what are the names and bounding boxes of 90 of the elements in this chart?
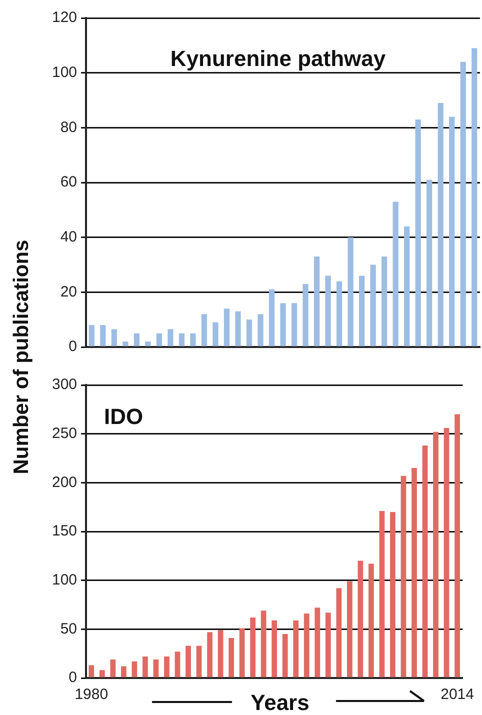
bar (314, 608, 320, 678)
bar (99, 670, 105, 678)
bar (121, 666, 126, 678)
bar (250, 617, 256, 678)
bar (260, 610, 266, 678)
bar (235, 311, 241, 346)
bar (433, 432, 438, 678)
x-axis-title: Years (250, 690, 310, 715)
bar (218, 630, 224, 678)
bar (207, 632, 212, 678)
bar (449, 116, 455, 346)
bar (358, 276, 365, 346)
bar (186, 646, 191, 678)
y-tick-label: 50 (60, 620, 78, 638)
bar (100, 325, 106, 346)
text: Kynurenine pathway (170, 46, 386, 72)
bar (346, 581, 352, 678)
bar (304, 614, 310, 678)
bar (196, 646, 202, 678)
y-tick-label: 40 (60, 228, 78, 246)
y-tick-label: 100 (52, 571, 78, 588)
bar (382, 256, 388, 346)
bar (412, 468, 417, 678)
bar (174, 652, 180, 678)
bar (178, 333, 185, 346)
bar (268, 289, 275, 346)
y-tick-label: 60 (60, 174, 78, 191)
bar (258, 314, 264, 346)
bar (280, 303, 286, 346)
bar (145, 342, 151, 346)
bar (348, 237, 354, 346)
bar (336, 588, 342, 678)
bar (400, 476, 406, 678)
bar (142, 656, 148, 678)
bar (293, 620, 299, 678)
y-tick-label: 300 (52, 376, 78, 394)
bar (325, 276, 331, 346)
y-axis-title: Number of publications (9, 238, 34, 476)
bar (368, 564, 374, 678)
y-tick-label: 20 (60, 283, 78, 300)
bar (282, 634, 288, 678)
bar (153, 659, 159, 678)
bar (88, 665, 94, 678)
bar (239, 628, 245, 678)
bar (88, 325, 94, 346)
bar (390, 512, 396, 678)
bar (358, 560, 364, 678)
y-tick-label: 100 (52, 64, 78, 81)
bar (272, 620, 278, 678)
bar (438, 102, 444, 346)
bar (291, 303, 298, 346)
bar (302, 284, 308, 346)
bar (111, 329, 117, 346)
bar (426, 180, 432, 346)
bar (134, 333, 140, 346)
bar (122, 342, 128, 346)
y-tick-label: 0 (68, 669, 78, 686)
y-tick-label: 200 (52, 474, 78, 491)
bar (228, 638, 234, 678)
bar (444, 428, 450, 678)
bar (164, 656, 170, 678)
y-tick-label: 0 (68, 338, 78, 356)
bar (212, 322, 218, 346)
bar (190, 333, 196, 346)
bar (168, 329, 174, 346)
bar (132, 661, 138, 678)
bar (110, 659, 116, 678)
bar (336, 281, 342, 346)
bar (472, 48, 478, 346)
x-tick-label: 2014 (440, 686, 474, 704)
bar (379, 510, 385, 678)
bar (325, 612, 331, 678)
bar (454, 414, 460, 678)
bar (422, 446, 428, 678)
bar (370, 264, 376, 346)
bar (224, 308, 230, 346)
bar (415, 119, 421, 346)
bar (246, 320, 252, 346)
x-tick-label: 1980 (74, 686, 108, 704)
bar (404, 226, 410, 346)
y-tick-label: 250 (52, 424, 78, 442)
bar (392, 202, 398, 346)
bar (201, 314, 208, 346)
bar (460, 62, 466, 346)
y-tick-label: 80 (60, 118, 78, 136)
text: IDO (104, 404, 144, 430)
bar (156, 333, 162, 346)
bar (314, 256, 320, 346)
y-tick-label: 150 (52, 522, 78, 540)
y-tick-label: 120 (52, 9, 78, 26)
